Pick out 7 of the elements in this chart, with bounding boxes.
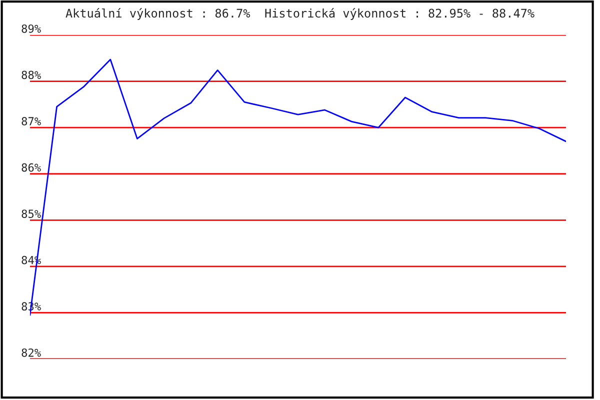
y-tick-label: 85% bbox=[22, 210, 41, 218]
y-tick-label: 86% bbox=[22, 163, 41, 172]
y-tick-label: 89% bbox=[22, 24, 41, 33]
chart-title: Aktuální výkonnost : 86.7% Historická výkonnost : 82.95% - 88.47% bbox=[66, 8, 534, 20]
y-tick-label: 82% bbox=[22, 348, 41, 357]
y-tick-label: 87% bbox=[22, 117, 41, 126]
y-tick-label: 88% bbox=[22, 70, 41, 80]
